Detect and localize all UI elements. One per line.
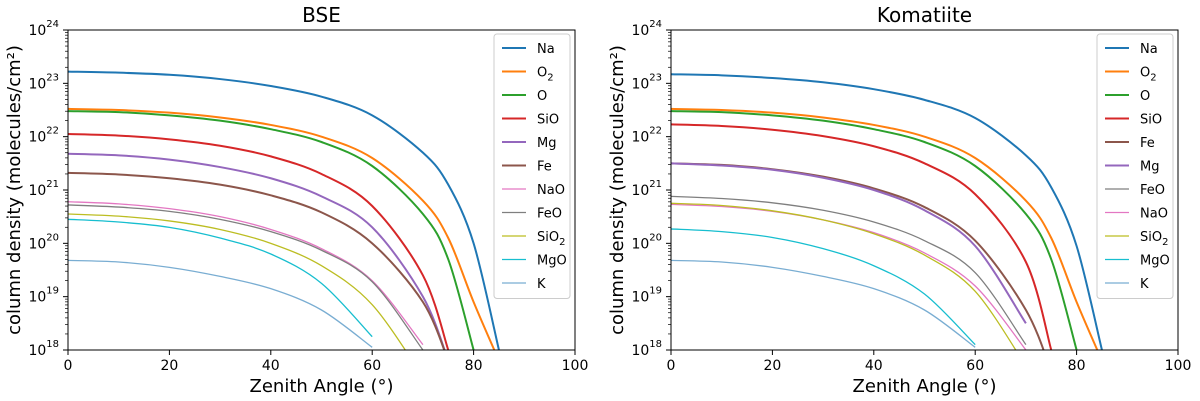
legend-label-nao: NaO xyxy=(1140,207,1168,222)
legend-label-feo: FeO xyxy=(537,207,562,222)
series-line-sio2 xyxy=(68,213,407,350)
legend-box xyxy=(1096,33,1174,299)
legend-label-fe: Fe xyxy=(1140,136,1155,151)
legend-label-o2: O2 xyxy=(1140,66,1157,84)
series-line-feo xyxy=(671,195,1027,346)
legend-label-o: O xyxy=(1140,89,1150,104)
y-tick-label: 1018 xyxy=(631,339,662,359)
legend-label-mg: Mg xyxy=(537,136,556,151)
legend-label-k: K xyxy=(537,277,546,292)
legend-label-mgo: MgO xyxy=(537,254,567,269)
legend-label-k: K xyxy=(1140,277,1149,292)
y-axis-label: column density (molecules/cm²) xyxy=(4,45,25,335)
series-line-o2 xyxy=(68,107,496,350)
x-tick-label: 40 xyxy=(262,358,280,374)
y-tick-label: 1021 xyxy=(28,179,59,199)
series-line-nao xyxy=(671,203,1027,350)
y-tick-label: 1019 xyxy=(631,286,662,306)
y-tick-label: 1020 xyxy=(28,232,59,252)
chart-title: BSE xyxy=(302,3,341,27)
legend-box xyxy=(493,33,571,299)
legend-label-feo: FeO xyxy=(1140,183,1165,198)
x-tick-label: 100 xyxy=(562,358,589,374)
series-line-na xyxy=(671,73,1103,350)
y-axis-label: column density (molecules/cm²) xyxy=(607,45,628,335)
legend-label-mg: Mg xyxy=(1140,160,1159,175)
series-line-nao xyxy=(68,201,424,346)
legend-label-nao: NaO xyxy=(537,183,565,198)
x-axis-label: Zenith Angle (°) xyxy=(853,376,997,397)
series-line-fe xyxy=(671,162,1045,350)
series-line-mg xyxy=(68,152,446,350)
series-line-mgo xyxy=(671,228,976,346)
y-tick-label: 1021 xyxy=(631,179,662,199)
legend-label-sio2: SiO2 xyxy=(537,230,565,248)
series-line-sio xyxy=(68,133,450,350)
x-tick-label: 20 xyxy=(763,358,781,374)
series-line-o xyxy=(671,110,1078,350)
legend-label-na: Na xyxy=(1140,42,1158,57)
series-line-k xyxy=(68,259,373,348)
y-tick-label: 1023 xyxy=(28,72,59,92)
x-tick-label: 0 xyxy=(667,358,676,374)
y-tick-label: 1019 xyxy=(28,286,59,306)
chart-title: Komatiite xyxy=(877,3,972,27)
x-tick-label: 0 xyxy=(64,358,73,374)
legend-label-sio: SiO xyxy=(537,113,559,128)
x-tick-label: 60 xyxy=(966,358,984,374)
series-line-k xyxy=(671,259,976,348)
legend-label-sio: SiO xyxy=(1140,113,1162,128)
series-line-o2 xyxy=(671,107,1099,350)
legend-label-o: O xyxy=(537,89,547,104)
y-tick-label: 1023 xyxy=(631,72,662,92)
legend-label-fe: Fe xyxy=(537,160,552,175)
panel-bse: BSE 0 20 40 60 80 100 1018 1019 1020 1021 1022 1023 1… xyxy=(4,3,588,397)
series-line-na xyxy=(68,70,500,350)
legend-label-na: Na xyxy=(537,42,555,57)
x-tick-label: 80 xyxy=(1068,358,1086,374)
series-line-feo xyxy=(68,204,424,350)
x-tick-label: 100 xyxy=(1165,358,1192,374)
x-tick-label: 80 xyxy=(465,358,483,374)
legend: Na O2 O SiO Mg Fe NaO FeO SiO2 MgO K xyxy=(493,33,571,299)
series-line-mgo xyxy=(68,218,373,338)
series-line-o xyxy=(68,110,475,350)
y-tick-label: 1022 xyxy=(631,126,662,146)
legend-label-sio2: SiO2 xyxy=(1140,230,1168,248)
x-tick-label: 60 xyxy=(363,358,381,374)
y-tick-label: 1024 xyxy=(28,19,59,39)
y-tick-label: 1020 xyxy=(631,232,662,252)
series-line-sio2 xyxy=(671,202,1017,350)
y-tick-label: 1022 xyxy=(28,126,59,146)
y-tick-label: 1024 xyxy=(631,19,662,39)
legend-label-mgo: MgO xyxy=(1140,254,1170,269)
legend: Na O2 O SiO Fe Mg FeO NaO SiO2 MgO K xyxy=(1096,33,1174,299)
series-line-mg xyxy=(671,162,1027,324)
legend-label-o2: O2 xyxy=(537,66,554,84)
series-line-sio xyxy=(671,123,1053,350)
x-tick-label: 20 xyxy=(160,358,178,374)
x-axis-label: Zenith Angle (°) xyxy=(250,376,394,397)
y-tick-label: 1018 xyxy=(28,339,59,359)
panel-komatiite: Komatiite 0 20 40 60 80 100 1018 1019 1020 1021 102… xyxy=(607,3,1191,397)
x-tick-label: 40 xyxy=(865,358,883,374)
series-line-fe xyxy=(68,171,446,350)
